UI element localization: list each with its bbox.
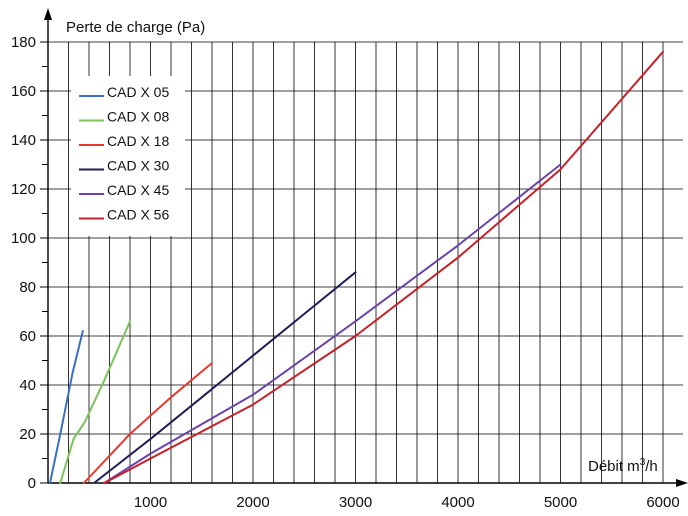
y-tick-label: 0	[28, 475, 36, 492]
series-line	[93, 271, 357, 484]
x-axis-label-suffix: /h	[645, 458, 658, 475]
series-line	[103, 50, 664, 484]
y-axis-label: Perte de charge (Pa)	[66, 19, 205, 36]
y-axis-arrow	[44, 8, 52, 20]
y-tick-label: 180	[11, 34, 36, 51]
x-tick-label: 2000	[236, 494, 269, 511]
series-line	[59, 320, 131, 484]
legend-label: CAD X 45	[107, 182, 169, 198]
x-tick-label: 5000	[544, 494, 577, 511]
legend-label: CAD X 08	[107, 109, 169, 125]
y-tick-label: 80	[19, 279, 36, 296]
x-axis-arrow	[676, 479, 688, 487]
x-axis-label-sup: 3	[640, 457, 646, 468]
legend-background	[71, 76, 185, 236]
x-axis-label: Débit m3/h	[588, 457, 658, 475]
axes	[40, 8, 688, 487]
x-tick-label: 3000	[339, 494, 372, 511]
series-lines	[49, 50, 664, 484]
y-tick-label: 140	[11, 132, 36, 149]
legend-label: CAD X 18	[107, 133, 169, 149]
x-axis-label-prefix: Débit m	[588, 458, 640, 475]
series-line	[49, 330, 84, 484]
y-tick-label: 20	[19, 426, 36, 443]
legend-label: CAD X 30	[107, 158, 169, 174]
legend: CAD X 05 CAD X 08 CAD X 18 CAD X 30 CAD X 45…	[71, 76, 185, 236]
series-line	[82, 362, 213, 484]
x-tick-label: 1000	[134, 494, 167, 511]
y-tick-label: 160	[11, 83, 36, 100]
y-tick-label: 100	[11, 230, 36, 247]
tick-labels: 0 20 40 60 80 100 120 140 160 180 1000 2000 3000 4000…	[11, 34, 680, 511]
x-tick-label: 4000	[441, 494, 474, 511]
series-line	[103, 163, 562, 484]
y-tick-label: 60	[19, 328, 36, 345]
y-tick-label: 120	[11, 181, 36, 198]
legend-label: CAD X 56	[107, 207, 169, 223]
x-tick-label: 6000	[646, 494, 679, 511]
y-tick-label: 40	[19, 377, 36, 394]
legend-label: CAD X 05	[107, 84, 169, 100]
